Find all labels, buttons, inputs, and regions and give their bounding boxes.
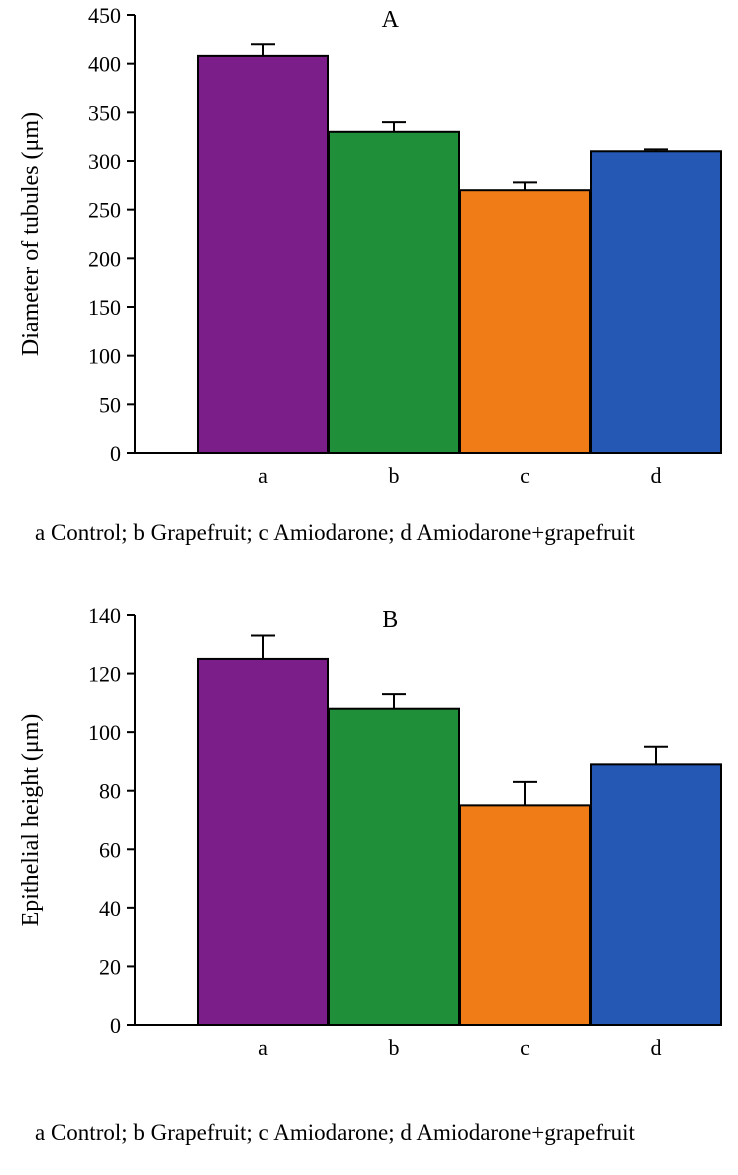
y-tick-label: 100	[88, 344, 121, 369]
bar-b	[329, 132, 459, 453]
y-tick-label: 200	[88, 246, 121, 271]
y-tick-label: 250	[88, 198, 121, 223]
y-tick-label: 80	[99, 779, 121, 804]
x-tick-label-a: a	[258, 1035, 268, 1060]
y-tick-label: 350	[88, 100, 121, 125]
y-tick-label: 400	[88, 52, 121, 77]
y-tick-label: 0	[110, 441, 121, 466]
y-tick-label: 140	[88, 603, 121, 628]
y-tick-label: 100	[88, 720, 121, 745]
y-tick-label: 40	[99, 896, 121, 921]
y-tick-label: 150	[88, 295, 121, 320]
y-tick-label: 20	[99, 954, 121, 979]
y-axis-label: Diameter of tubules (μm)	[18, 112, 44, 356]
bar-d	[591, 151, 721, 453]
bar-d	[591, 764, 721, 1025]
bar-b	[329, 709, 459, 1025]
panel-label: B	[382, 607, 398, 633]
y-tick-label: 120	[88, 662, 121, 687]
y-tick-label: 60	[99, 837, 121, 862]
y-tick-label: 0	[110, 1013, 121, 1038]
x-tick-label-c: c	[520, 1035, 530, 1060]
panel-b-svg-wrap: 0 20 40 60 80 100 120 140 a b c d Epithelial height …	[0, 600, 738, 1080]
y-axis-label: Epithelial height (μm)	[18, 714, 44, 927]
panel-b-caption: a Control; b Grapefruit; c Amiodarone; d…	[0, 1120, 738, 1146]
figure-page: 050100150200250300350400450abcdDiameter …	[0, 0, 738, 1175]
x-tick-label-d: d	[651, 1035, 662, 1060]
bar-c	[460, 190, 590, 453]
x-tick-label-a: a	[258, 463, 268, 488]
bar-a	[198, 659, 328, 1025]
panel-a-svg-wrap: 0 50 100 150 200 250 300 350 400 450 a b c d Diameter …	[0, 0, 738, 495]
panel-a-chart: 0 50 100 150 200 250 300 350 400 450 a b c d Diameter …	[0, 0, 738, 490]
bar-c	[460, 805, 590, 1025]
x-tick-label-d: d	[651, 463, 662, 488]
panel-a-caption: a Control; b Grapefruit; c Amiodarone; d…	[0, 520, 738, 546]
panel-b-block: 0 20 40 60 80 100 120 140 a b c d Epithelial height …	[0, 600, 738, 1160]
panel-a-block: 0 50 100 150 200 250 300 350 400 450 a b c d Diameter …	[0, 0, 738, 560]
bar-a	[198, 56, 328, 453]
x-tick-label-c: c	[520, 463, 530, 488]
x-tick-label-b: b	[389, 1035, 400, 1060]
y-tick-label: 450	[88, 3, 121, 28]
y-tick-label: 300	[88, 149, 121, 174]
panel-label: A	[382, 7, 400, 33]
x-tick-label-b: b	[389, 463, 400, 488]
y-tick-label: 50	[99, 392, 121, 417]
panel-b-chart: 0 20 40 60 80 100 120 140 a b c d Epithelial height …	[0, 600, 738, 1075]
